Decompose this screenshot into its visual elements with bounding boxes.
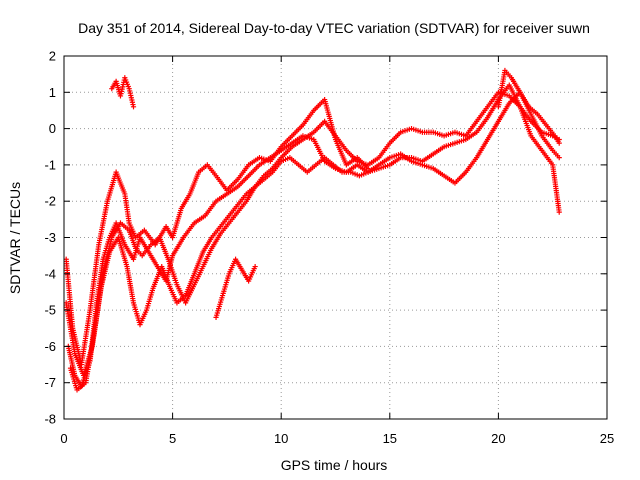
x-tick-label: 10 <box>274 431 288 446</box>
data-points <box>63 67 562 393</box>
y-tick-label: -6 <box>44 339 56 354</box>
x-tick-label: 25 <box>600 431 614 446</box>
x-tick-label: 15 <box>383 431 397 446</box>
x-axis-label: GPS time / hours <box>281 457 388 473</box>
series-track-e <box>109 75 137 110</box>
y-tick-label: -7 <box>44 375 56 390</box>
y-tick-label: -4 <box>44 266 56 281</box>
plot-frame <box>63 55 608 420</box>
x-tick-label: 5 <box>169 431 176 446</box>
grid-lines <box>64 56 607 419</box>
y-tick-label: 0 <box>49 121 56 136</box>
y-tick-label: -8 <box>44 412 56 427</box>
data-point <box>556 140 562 146</box>
x-tick-label: 0 <box>60 431 67 446</box>
series-track-a <box>63 96 371 368</box>
series-track-g <box>213 256 258 320</box>
y-tick-label: -3 <box>44 230 56 245</box>
y-tick-label: 1 <box>49 85 56 100</box>
x-tick-labels: 0 5 10 15 20 25 <box>60 431 614 446</box>
data-point <box>252 263 258 270</box>
y-tick-label: 2 <box>49 49 56 64</box>
series-track-d <box>63 89 562 379</box>
chart-title: Day 351 of 2014, Sidereal Day-to-day VTE… <box>78 20 590 36</box>
x-tick-label: 20 <box>491 431 505 446</box>
y-tick-label: -2 <box>44 194 56 209</box>
series-track-f <box>495 67 562 146</box>
data-point <box>556 155 562 161</box>
tick-marks <box>63 55 608 420</box>
series-track-b <box>65 82 562 389</box>
y-axis-label: SDTVAR / TECUs <box>7 182 23 294</box>
y-tick-labels: -8 -7 -6 -5 -4 -3 -2 -1 0 1 2 <box>44 49 56 427</box>
data-point <box>130 104 137 110</box>
y-tick-label: -5 <box>44 303 56 318</box>
y-tick-label: -1 <box>44 157 56 172</box>
data-point <box>556 209 562 215</box>
